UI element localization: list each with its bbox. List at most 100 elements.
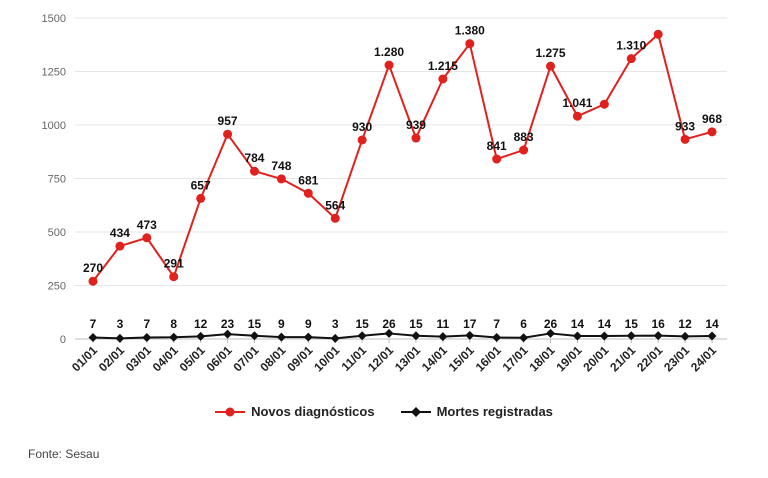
data-point: [599, 99, 609, 109]
data-label: 1.215: [428, 59, 458, 73]
line-chart: 0 250 500 750 1000 1250 1500 01/0102/0103/0104/…: [42, 13, 727, 374]
data-label: 657: [191, 178, 211, 192]
y-tick-label: 750: [48, 174, 66, 186]
data-label: 23: [221, 317, 235, 331]
data-point: [357, 331, 367, 341]
data-label: 968: [702, 112, 722, 126]
data-point: [169, 332, 179, 342]
y-tick-label: 0: [60, 334, 66, 346]
data-point: [249, 331, 259, 341]
data-label: 7: [90, 317, 97, 331]
x-tick-label: 17/01: [500, 343, 531, 374]
data-point: [492, 333, 502, 343]
x-tick-label: 08/01: [257, 343, 288, 374]
x-tick-label: 12/01: [365, 343, 396, 374]
data-point: [411, 133, 421, 143]
data-point: [680, 331, 690, 341]
data-point: [707, 331, 717, 341]
data-point: [465, 330, 475, 340]
data-point: [519, 145, 529, 155]
series-line-novos-diagnosticos: [92, 33, 713, 282]
source-note: Fonte: Sesau: [28, 447, 100, 461]
legend-item-novos-diagnosticos[interactable]: Novos diagnósticos: [215, 404, 375, 419]
data-point: [196, 331, 206, 341]
data-point: [653, 331, 663, 341]
data-label: 6: [520, 317, 527, 331]
data-point: [653, 29, 663, 39]
data-point: [492, 154, 502, 164]
data-label: 14: [705, 317, 719, 331]
data-label: 7: [493, 317, 500, 331]
data-label: 12: [678, 317, 692, 331]
data-label: 9: [278, 317, 285, 331]
data-label: 15: [409, 317, 423, 331]
data-label: 3: [117, 317, 124, 331]
data-point: [142, 333, 152, 343]
data-point: [572, 331, 582, 341]
data-point: [546, 328, 556, 338]
legend-label: Novos diagnósticos: [251, 404, 375, 419]
x-tick-label: 01/01: [69, 343, 100, 374]
data-point: [438, 74, 448, 84]
x-tick-label: 02/01: [96, 343, 127, 374]
x-tick-label: 10/01: [311, 343, 342, 374]
y-tick-label: 500: [48, 227, 66, 239]
x-tick-label: 24/01: [688, 343, 719, 374]
data-label: 939: [406, 118, 426, 132]
data-label: 26: [382, 317, 396, 331]
y-tick-label: 1250: [42, 67, 66, 79]
data-label: 841: [487, 139, 507, 153]
data-point: [88, 333, 98, 343]
data-label: 291: [164, 257, 184, 271]
chart-legend: Novos diagnósticos Mortes registradas: [0, 404, 768, 419]
x-tick-label: 21/01: [607, 343, 638, 374]
data-point: [115, 333, 125, 343]
data-label: 3: [332, 317, 339, 331]
data-label: 473: [137, 218, 157, 232]
data-label: 11: [437, 317, 450, 331]
data-label: 16: [651, 317, 665, 331]
x-tick-label: 11/01: [339, 343, 370, 374]
data-label: 1.275: [536, 46, 566, 60]
data-label: 9: [305, 317, 312, 331]
data-label: 784: [244, 151, 264, 165]
data-point: [411, 331, 421, 341]
data-label: 15: [355, 317, 369, 331]
data-point: [707, 127, 717, 137]
x-tick-label: 15/01: [446, 343, 477, 374]
x-tick-label: 13/01: [392, 343, 423, 374]
data-label: 14: [598, 317, 612, 331]
data-label: 15: [625, 317, 639, 331]
x-tick-label: 09/01: [284, 343, 315, 374]
data-point: [196, 193, 206, 203]
legend-swatch-diamond-icon: [400, 406, 431, 417]
data-point: [572, 111, 582, 121]
data-point: [276, 332, 286, 342]
data-label: 748: [271, 159, 291, 173]
x-tick-label: 14/01: [419, 343, 450, 374]
data-label: 957: [218, 114, 238, 128]
x-tick-label: 04/01: [150, 343, 181, 374]
data-label: 1.310: [616, 39, 646, 53]
data-point: [680, 134, 690, 144]
data-point: [357, 135, 367, 145]
legend-label: Mortes registradas: [436, 404, 553, 419]
x-tick-label: 20/01: [580, 343, 611, 374]
legend-swatch-circle-icon: [215, 407, 246, 416]
data-label: 15: [248, 317, 262, 331]
data-point: [142, 233, 152, 243]
data-point: [465, 39, 475, 49]
data-point: [519, 333, 529, 343]
data-point: [330, 213, 340, 223]
data-point: [276, 174, 286, 184]
legend-item-mortes-registradas[interactable]: Mortes registradas: [400, 404, 553, 419]
data-label: 1.280: [374, 45, 404, 59]
data-point: [249, 166, 259, 176]
data-label: 681: [298, 173, 318, 187]
data-point: [438, 332, 448, 342]
data-label: 1.041: [562, 96, 592, 110]
x-tick-label: 05/01: [177, 343, 208, 374]
data-label: 14: [571, 317, 585, 331]
data-label: 270: [83, 261, 103, 275]
data-point: [169, 272, 179, 282]
